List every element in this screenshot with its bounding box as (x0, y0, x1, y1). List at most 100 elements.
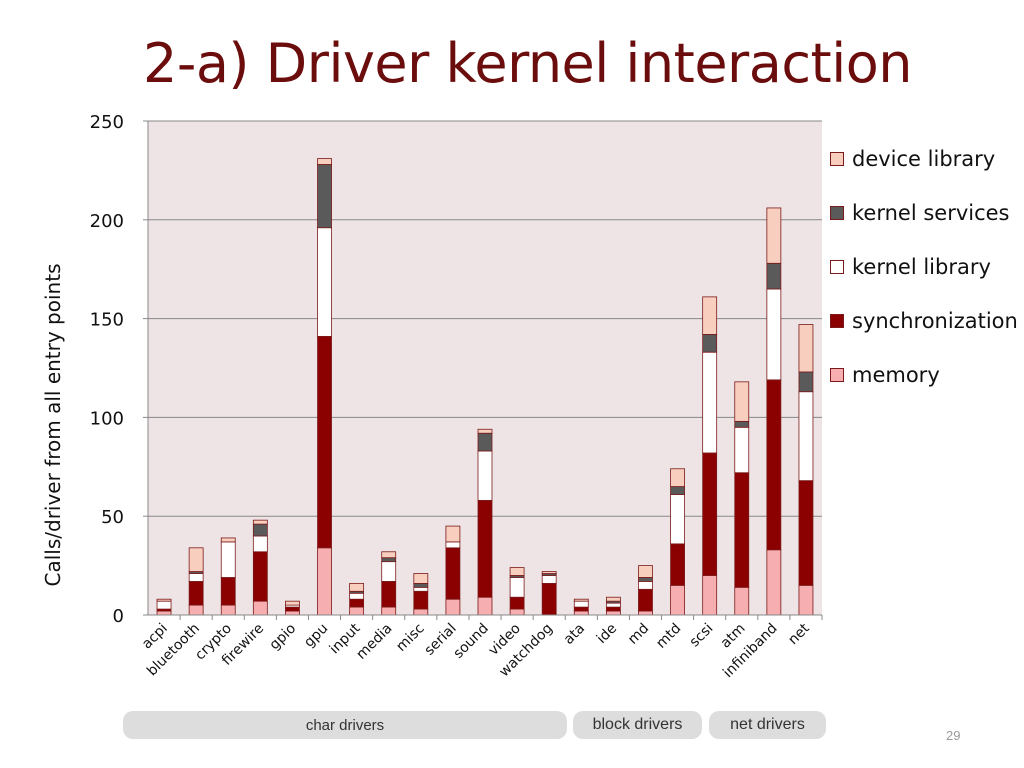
bar-atm-kernel-library (734, 426, 750, 474)
bar-serial-memory (445, 598, 461, 616)
x-tick-label-scsi: scsi (687, 621, 717, 651)
x-tick-label-ide: ide (594, 621, 620, 647)
bar-infiniband-kernel-library (766, 288, 782, 381)
bar-gpio-device-library (285, 600, 300, 606)
bar-net-device-library (798, 324, 814, 373)
block-drivers-group-label: block drivers (573, 711, 702, 739)
bar-bluetooth-synchronization (188, 581, 204, 606)
bar-ide-device-library (605, 596, 621, 602)
bar-misc-device-library (413, 573, 429, 584)
chart-legend: device library kernel services kernel libr… (830, 132, 1018, 402)
x-tick-label-sound: sound (450, 621, 491, 662)
bar-mtd-kernel-services (670, 486, 685, 495)
bar-misc-kernel-library (413, 586, 429, 592)
bar-firewire-kernel-library (252, 535, 268, 553)
bar-net-kernel-library (798, 391, 814, 482)
bar-atm-synchronization (734, 472, 750, 588)
bar-misc-memory (413, 608, 429, 616)
bar-media-kernel-services (381, 557, 397, 563)
bar-gpu-synchronization (317, 335, 332, 549)
legend-label-kernel-library: kernel library (852, 255, 991, 279)
bar-gpu-kernel-library (317, 227, 332, 337)
bar-acpi-memory (156, 610, 172, 616)
bar-sound-kernel-services (477, 432, 493, 452)
bar-crypto-synchronization (220, 577, 236, 606)
bar-media-synchronization (381, 581, 397, 608)
bar-ata-synchronization (573, 606, 589, 612)
legend-swatch-synchronization (830, 314, 844, 328)
bar-acpi-device-library (156, 598, 172, 602)
bar-ide-memory (605, 610, 621, 616)
bar-serial-device-library (445, 525, 461, 543)
bar-mtd-kernel-library (670, 494, 685, 545)
char-drivers-group-label: char drivers (123, 711, 567, 739)
bar-gpu-memory (317, 547, 332, 616)
slide-title: 2-a) Driver kernel interaction (143, 32, 912, 95)
bar-infiniband-kernel-services (766, 262, 782, 290)
net-drivers-group-label: net drivers (709, 711, 826, 739)
bar-video-memory (509, 608, 525, 616)
bar-infiniband-memory (766, 549, 782, 616)
bar-ata-kernel-library (573, 600, 589, 608)
legend-label-synchronization: synchronization (852, 309, 1018, 333)
bar-gpu-kernel-services (317, 164, 332, 229)
legend-item-kernel-services: kernel services (830, 186, 1018, 240)
x-tick-label-gpio: gpio (267, 621, 300, 654)
bar-acpi-kernel-library (156, 600, 172, 610)
bar-md-memory (638, 610, 653, 616)
legend-swatch-memory (830, 368, 844, 382)
x-tick-label-ata: ata (561, 621, 588, 648)
bar-sound-synchronization (477, 499, 493, 598)
bar-gpio-synchronization (285, 606, 300, 612)
legend-item-device-library: device library (830, 132, 1018, 186)
net-drivers-label: net drivers (730, 716, 805, 733)
bar-crypto-device-library (220, 537, 236, 543)
legend-item-memory: memory (830, 348, 1018, 402)
bar-scsi-synchronization (702, 452, 718, 576)
x-tick-label-net: net (785, 620, 813, 648)
bar-sound-memory (477, 596, 493, 616)
bar-ide-kernel-library (605, 602, 621, 608)
bar-bluetooth-device-library (188, 547, 204, 572)
y-tick-label-0: 0 (113, 606, 124, 627)
legend-label-kernel-services: kernel services (852, 201, 1010, 225)
x-tick-label-mtd: mtd (653, 621, 684, 652)
y-tick-label-150: 150 (90, 310, 124, 331)
bar-video-device-library (509, 567, 525, 576)
char-drivers-label: char drivers (305, 716, 385, 734)
bar-firewire-memory (252, 600, 268, 616)
bar-scsi-device-library (702, 296, 718, 335)
bar-ata-memory (573, 610, 589, 616)
bar-net-memory (798, 584, 814, 616)
bar-infiniband-device-library (766, 207, 782, 264)
bar-media-memory (381, 606, 397, 616)
bar-net-kernel-services (798, 371, 814, 393)
legend-swatch-kernel-services (830, 206, 844, 220)
bar-mtd-memory (670, 584, 685, 616)
legend-label-device-library: device library (852, 147, 996, 171)
bar-serial-kernel-library (445, 541, 461, 549)
y-tick-label-250: 250 (90, 112, 124, 133)
bar-video-kernel-library (509, 577, 525, 598)
bar-md-device-library (638, 565, 653, 578)
legend-item-synchronization: synchronization (830, 294, 1018, 348)
bar-gpio-memory (285, 610, 300, 616)
bar-watchdog-kernel-library (541, 575, 557, 584)
x-tick-label-md: md (625, 621, 652, 648)
bar-infiniband-synchronization (766, 379, 782, 551)
bar-scsi-memory (702, 575, 718, 616)
bar-firewire-kernel-services (252, 523, 268, 537)
y-tick-label-100: 100 (90, 408, 124, 429)
legend-item-kernel-library: kernel library (830, 240, 1018, 294)
bar-net-synchronization (798, 480, 814, 586)
bar-input-kernel-library (349, 592, 365, 600)
bar-md-kernel-library (638, 581, 653, 590)
bar-ata-device-library (573, 598, 589, 602)
bar-serial-synchronization (445, 547, 461, 600)
bar-crypto-kernel-library (220, 541, 236, 578)
bar-scsi-kernel-library (702, 351, 718, 454)
y-tick-label-200: 200 (90, 211, 124, 232)
y-tick-label-50: 50 (101, 507, 124, 528)
bar-media-kernel-library (381, 561, 397, 582)
bar-ide-synchronization (605, 606, 621, 612)
